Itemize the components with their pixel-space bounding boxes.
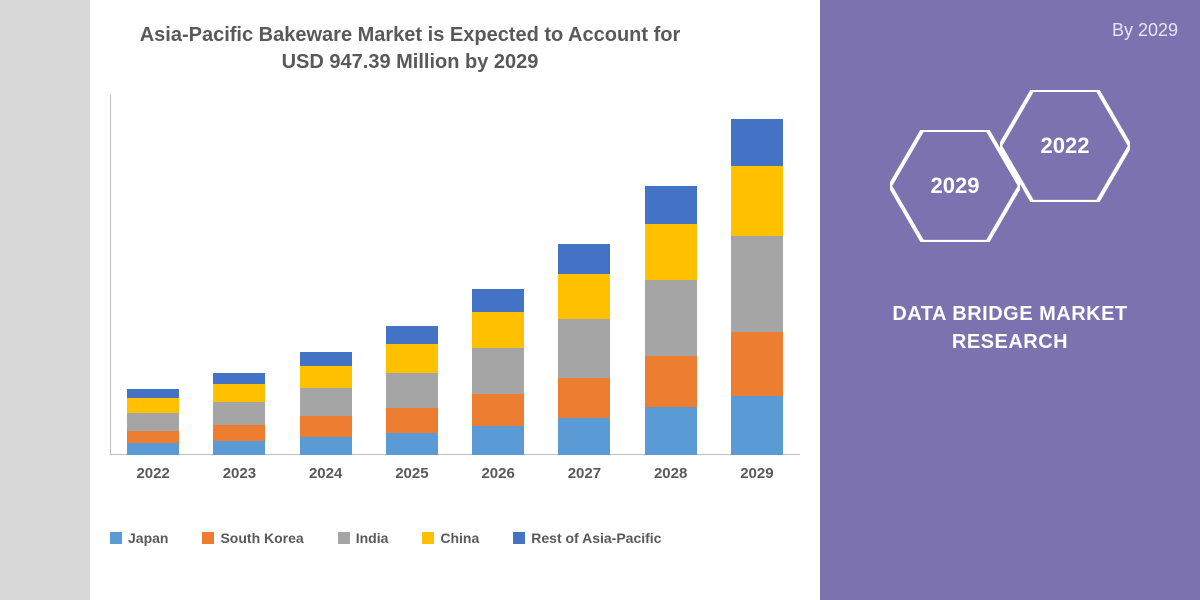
bar-segment: [731, 119, 783, 165]
legend-item: China: [422, 530, 479, 546]
hex-right: 2022: [1000, 90, 1130, 202]
legend-label: India: [356, 530, 389, 546]
brand-text: DATA BRIDGE MARKET RESEARCH: [820, 300, 1200, 356]
bar-slot: [283, 95, 369, 455]
bar-slot: [714, 95, 800, 455]
bar-segment: [213, 441, 265, 455]
bar-segment: [558, 274, 610, 319]
x-label: 2023: [196, 459, 282, 485]
bar-segment: [127, 389, 179, 398]
bar-segment: [645, 280, 697, 356]
bar-slot: [110, 95, 196, 455]
bar-segment: [300, 366, 352, 389]
bar-segment: [386, 344, 438, 372]
legend-swatch: [202, 532, 214, 544]
bar-segment: [731, 396, 783, 455]
x-label: 2028: [628, 459, 714, 485]
bar-slot: [541, 95, 627, 455]
bar-segment: [645, 407, 697, 455]
bar-slot: [369, 95, 455, 455]
x-label: 2025: [369, 459, 455, 485]
x-label: 2026: [455, 459, 541, 485]
bar: [213, 373, 265, 455]
legend-swatch: [422, 532, 434, 544]
bar-segment: [300, 416, 352, 437]
legend-label: South Korea: [220, 530, 303, 546]
legend-swatch: [338, 532, 350, 544]
x-label: 2027: [541, 459, 627, 485]
legend-label: China: [440, 530, 479, 546]
bar-segment: [731, 332, 783, 396]
bar-segment: [472, 312, 524, 347]
bar-segment: [731, 166, 783, 237]
bar-segment: [558, 378, 610, 418]
by-year-label: By 2029: [1112, 20, 1178, 41]
bar-segment: [127, 431, 179, 444]
bar-segment: [558, 418, 610, 455]
bar-segment: [472, 426, 524, 455]
hex-right-label: 2022: [1041, 133, 1090, 159]
bar-slot: [628, 95, 714, 455]
brand-line2: RESEARCH: [820, 328, 1200, 356]
bar-segment: [127, 413, 179, 431]
bar-segment: [645, 356, 697, 407]
x-label: 2024: [283, 459, 369, 485]
bar-segment: [645, 224, 697, 281]
legend-swatch: [110, 532, 122, 544]
bar-segment: [300, 388, 352, 416]
hex-graphic: 2029 2022: [890, 90, 1130, 270]
left-shade: [0, 0, 90, 600]
bar-segment: [213, 402, 265, 425]
legend-item: India: [338, 530, 389, 546]
legend-swatch: [513, 532, 525, 544]
legend-label: Japan: [128, 530, 168, 546]
bar-slot: [196, 95, 282, 455]
legend-label: Rest of Asia-Pacific: [531, 530, 661, 546]
bar: [645, 186, 697, 455]
bar-segment: [300, 437, 352, 455]
bar: [127, 389, 179, 455]
x-label: 2029: [714, 459, 800, 485]
bar-segment: [386, 326, 438, 344]
bar: [386, 326, 438, 455]
bar-segment: [472, 394, 524, 426]
bar-segment: [213, 425, 265, 441]
chart-title: Asia-Pacific Bakeware Market is Expected…: [130, 22, 690, 76]
brand-panel: By 2029 2029 2022 DATA BRIDGE MARKET RES…: [820, 0, 1200, 600]
bar-segment: [558, 244, 610, 274]
bar-segment: [213, 384, 265, 402]
legend-item: South Korea: [202, 530, 303, 546]
legend-item: Rest of Asia-Pacific: [513, 530, 661, 546]
chart-region: 20222023202420252026202720282029: [110, 95, 800, 485]
bar: [731, 119, 783, 455]
bar-segment: [386, 433, 438, 456]
bar: [300, 352, 352, 455]
bar-segment: [300, 352, 352, 366]
bar-segment: [386, 408, 438, 432]
bar-segment: [213, 373, 265, 385]
brand-line1: DATA BRIDGE MARKET: [820, 300, 1200, 328]
bar-segment: [731, 236, 783, 331]
bar-segment: [558, 319, 610, 378]
page: Asia-Pacific Bakeware Market is Expected…: [0, 0, 1200, 600]
bar-segment: [472, 348, 524, 394]
legend: Japan South Korea India China Rest of Asia-P…: [110, 530, 661, 546]
bar-segment: [127, 443, 179, 455]
bar-slot: [455, 95, 541, 455]
x-labels: 20222023202420252026202720282029: [110, 459, 800, 485]
bar-segment: [127, 398, 179, 412]
bar: [558, 244, 610, 455]
chart-panel: Asia-Pacific Bakeware Market is Expected…: [0, 0, 820, 600]
bar-segment: [645, 186, 697, 223]
legend-item: Japan: [110, 530, 168, 546]
bar-segment: [472, 289, 524, 312]
bars-container: [110, 95, 800, 455]
bar: [472, 289, 524, 455]
x-label: 2022: [110, 459, 196, 485]
bar-segment: [386, 373, 438, 408]
hex-left-label: 2029: [931, 173, 980, 199]
